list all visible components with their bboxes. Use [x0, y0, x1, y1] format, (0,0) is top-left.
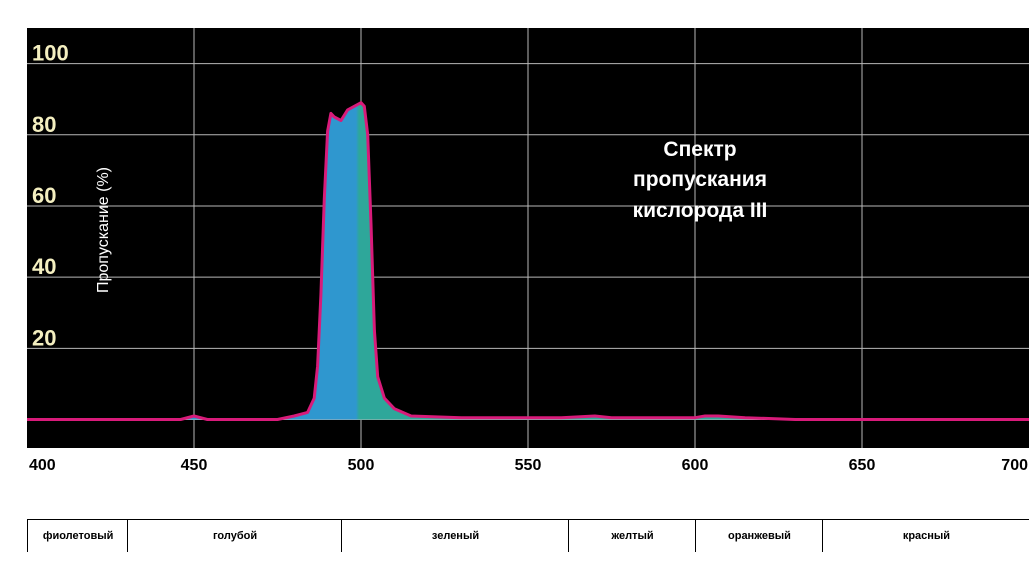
x-tick-label-700: 700: [1001, 457, 1028, 474]
y-tick-labels: 20 40 60 80 100: [32, 41, 69, 351]
color-band-2: зеленый: [340, 520, 569, 552]
y-tick-label-80: 80: [32, 112, 56, 137]
x-tick-label-550: 550: [515, 457, 542, 474]
color-band-label: желтый: [611, 530, 654, 542]
x-tick-label-500: 500: [348, 457, 375, 474]
color-band-label: оранжевый: [728, 530, 791, 542]
chart-title-line-2: пропускания: [633, 168, 767, 191]
y-tick-label-100: 100: [32, 41, 69, 66]
x-tick-label-600: 600: [682, 457, 709, 474]
y-tick-label-40: 40: [32, 254, 56, 279]
color-band-label: голубой: [213, 530, 258, 542]
color-band-5: красный: [821, 520, 1030, 552]
color-band-label: фиолетовый: [42, 530, 114, 542]
x-tick-label-450: 450: [181, 457, 208, 474]
color-band-1: голубой: [127, 520, 342, 552]
series-line: [27, 101, 1029, 421]
grid-lines: [27, 28, 1029, 448]
chart-title: Спектр пропускания кислорода III: [633, 138, 768, 222]
x-tick-label-650: 650: [849, 457, 876, 474]
x-tick-label-400: 400: [29, 457, 56, 474]
color-band-3: желтый: [568, 520, 696, 552]
color-band-label: зеленый: [431, 530, 480, 542]
x-tick-labels: 400 450 500 550 600 650 700: [29, 457, 1028, 474]
color-band-4: оранжевый: [695, 520, 823, 552]
color-band-legend: фиолетовый голубой зеленый желтый оранжевый к…: [27, 519, 1029, 552]
y-tick-label-60: 60: [32, 183, 56, 208]
color-band-label: красный: [902, 530, 951, 542]
color-band-0: фиолетовый: [27, 520, 128, 552]
chart-title-line-1: Спектр: [663, 138, 736, 161]
series-layer: [27, 101, 1029, 421]
y-axis-label: Пропускание (%): [95, 167, 112, 293]
chart-title-line-3: кислорода III: [633, 199, 768, 222]
y-tick-label-20: 20: [32, 325, 56, 350]
